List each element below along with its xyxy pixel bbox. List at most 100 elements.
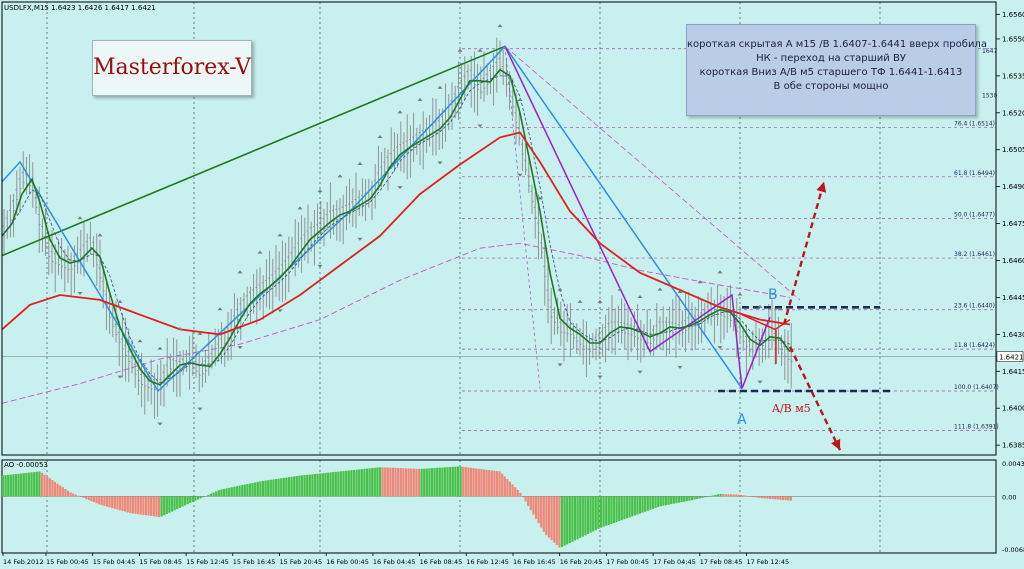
ao-bar: [547, 496, 551, 538]
ao-bar: [311, 474, 314, 497]
ohlc-bar: [306, 204, 310, 264]
fractal-down-mark: [637, 370, 643, 374]
fractal-down-mark: [77, 291, 83, 295]
fractal-up-mark: [217, 307, 223, 311]
fractal-up-mark: [697, 280, 703, 284]
ao-bar: [563, 496, 566, 546]
ao-bar: [313, 474, 317, 497]
ohlc-bar: [709, 287, 713, 326]
y-tick-label: 1.6400: [1002, 405, 1024, 413]
ao-bar: [706, 496, 709, 497]
ao-bar: [40, 472, 44, 497]
ao-bar: [508, 481, 512, 497]
ohlc-bar: [261, 274, 265, 320]
ao-bar: [503, 476, 506, 497]
ao-bar: [139, 496, 142, 515]
y-tick-label: 1.6560: [1002, 11, 1024, 19]
ao-bar: [698, 496, 701, 499]
ao-bar: [246, 484, 249, 497]
ao-bar: [493, 470, 496, 497]
ohlc-bar: [505, 57, 508, 97]
fractal-up-mark: [717, 270, 723, 274]
ao-bar: [430, 468, 434, 497]
ao-bar: [680, 496, 683, 503]
ohlc-bar: [207, 333, 211, 376]
ohlc-bar: [377, 145, 380, 191]
ao-bar: [571, 496, 574, 542]
ohlc-bar: [527, 155, 531, 194]
x-tick-label: 16 Feb 16:45: [513, 558, 556, 566]
ao-bar: [594, 496, 597, 531]
ao-bar: [38, 471, 41, 497]
ohlc-bar: [197, 353, 201, 393]
ao-bar: [345, 470, 348, 497]
ao-frame: [1, 459, 997, 554]
ohlc-bar: [66, 245, 70, 283]
ao-bar: [9, 474, 12, 497]
fractal-down-mark: [717, 346, 723, 350]
ao-bar: [488, 470, 491, 497]
fractal-down-mark: [157, 422, 163, 426]
ohlc-bar: [399, 121, 403, 172]
y-tick-label: 1.6550: [1002, 35, 1024, 43]
ao-bar: [298, 475, 301, 497]
ao-bar: [534, 496, 538, 519]
ohlc-bar: [476, 63, 479, 116]
ao-bar: [787, 496, 790, 501]
ao-bar: [540, 496, 543, 528]
ohlc-bar: [98, 239, 102, 291]
ao-bar: [514, 487, 517, 497]
ohlc-bar: [50, 230, 54, 274]
ohlc-bar: [789, 322, 793, 389]
ohlc-bar: [335, 200, 339, 241]
ao-bar: [763, 496, 766, 499]
ohlc-bar: [415, 127, 419, 155]
ao-bar: [215, 491, 218, 497]
x-tick-label: 16 Feb 00:45: [326, 558, 369, 566]
green-trend-line: [1, 45, 506, 257]
ohlc-bar: [687, 291, 691, 343]
ohlc-bar: [268, 250, 271, 310]
ohlc-bar: [85, 233, 89, 263]
ao-bar: [4, 475, 7, 497]
ao-bar: [183, 496, 187, 506]
ao-bar: [425, 468, 428, 497]
ao-bar: [649, 496, 652, 510]
ohlc-bar: [629, 317, 633, 353]
ao-bar: [477, 468, 480, 497]
ohlc-bar: [665, 316, 668, 357]
ao-bar: [443, 467, 447, 497]
ao-bar: [85, 496, 88, 499]
ao-bar: [579, 496, 582, 538]
ao-bar: [776, 496, 779, 500]
ao-bar: [178, 496, 181, 508]
fractal-down-mark: [397, 186, 403, 190]
ao-bar: [612, 496, 616, 523]
forecast-arrows: A B A/B м5: [737, 181, 842, 451]
ao-bar: [537, 496, 540, 524]
fractal-down-mark: [757, 380, 763, 384]
ohlc-bar: [364, 178, 367, 222]
ao-bar: [181, 496, 184, 507]
ohlc-bar: [28, 154, 31, 195]
fib-label: 23.6 (1.6440): [954, 303, 995, 310]
ohlc-bar: [271, 258, 275, 314]
ao-bar: [472, 468, 475, 497]
ohlc-bar: [620, 298, 623, 344]
ohlc-bar: [226, 311, 230, 361]
ao-bar: [480, 469, 483, 497]
ao-bar: [735, 494, 738, 497]
ao-bar: [295, 476, 298, 497]
ohlc-bar: [543, 240, 547, 306]
fractal-down-mark: [597, 375, 603, 379]
ao-bar: [771, 496, 774, 500]
ohlc-bar: [636, 304, 639, 361]
y-tick-label: 1.6445: [1002, 294, 1024, 302]
ao-bar: [573, 496, 577, 541]
ao-bar: [719, 493, 722, 497]
ao-bar: [597, 496, 600, 529]
ao-bar: [618, 496, 621, 522]
ao-bar: [394, 467, 397, 497]
ao-bar: [121, 496, 124, 511]
